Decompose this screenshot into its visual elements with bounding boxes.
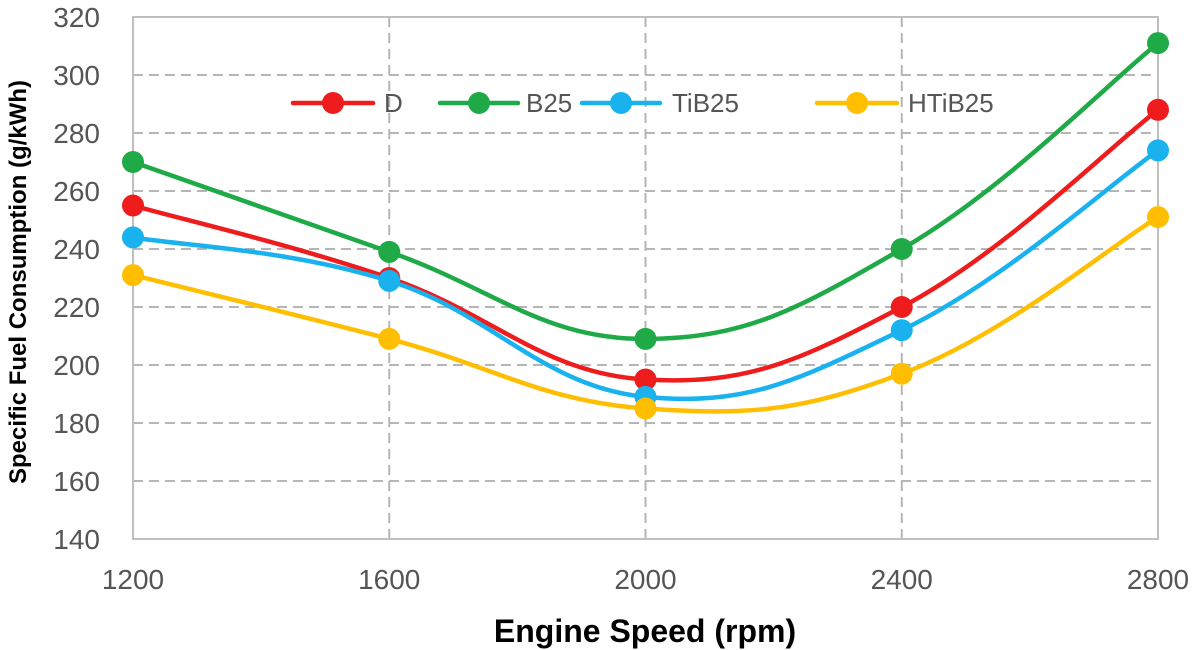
y-tick-label: 140 [53, 524, 100, 555]
x-tick-label: 2400 [871, 564, 933, 595]
x-tick-label: 1600 [358, 564, 420, 595]
data-point [378, 240, 401, 263]
legend-item-b25: B25 [437, 88, 572, 118]
legend: D B25 TiB25 HTiB25 [290, 88, 994, 118]
data-point [1147, 32, 1169, 55]
y-axis-ticks: 140 160 180 200 220 240 260 280 300 320 [53, 2, 100, 555]
data-point [378, 327, 401, 350]
x-tick-label: 2800 [1127, 564, 1189, 595]
y-tick-label: 160 [53, 466, 100, 497]
data-point [634, 327, 657, 350]
data-point [1147, 206, 1169, 229]
data-point [890, 238, 913, 260]
y-tick-label: 220 [53, 292, 100, 323]
legend-item-htib25: HTiB25 [814, 88, 994, 118]
series-group [122, 32, 1169, 420]
data-point [122, 226, 144, 249]
data-point [378, 269, 401, 292]
y-tick-label: 280 [53, 118, 100, 149]
series-b25 [122, 32, 1169, 350]
y-tick-label: 240 [53, 234, 100, 265]
data-point [122, 151, 144, 173]
legend-label: B25 [526, 88, 572, 118]
series-tib25 [122, 139, 1169, 408]
y-tick-label: 180 [53, 408, 100, 439]
data-point [890, 319, 913, 342]
data-point [634, 368, 657, 391]
data-point [1147, 98, 1169, 121]
legend-label: HTiB25 [908, 88, 994, 118]
y-tick-label: 260 [53, 176, 100, 207]
data-point [122, 264, 144, 287]
data-point [890, 362, 913, 385]
x-tick-label: 1200 [102, 564, 164, 595]
legend-marker [468, 92, 490, 114]
x-axis-title: Engine Speed (rpm) [494, 613, 796, 649]
y-tick-label: 320 [53, 2, 100, 33]
x-tick-label: 2000 [614, 564, 676, 595]
data-point [634, 397, 657, 420]
grid [133, 17, 1158, 539]
data-point [122, 194, 144, 217]
x-axis-ticks: 1200 1600 2000 2400 2800 [102, 564, 1189, 595]
data-point [1147, 139, 1169, 162]
legend-marker [322, 92, 344, 114]
legend-marker [610, 92, 632, 114]
legend-marker [846, 92, 868, 114]
legend-item-tib25: TiB25 [579, 88, 739, 118]
y-tick-label: 200 [53, 350, 100, 381]
series-htib25 [122, 206, 1169, 420]
legend-item-d: D [290, 88, 403, 118]
y-tick-label: 300 [53, 60, 100, 91]
legend-label: TiB25 [672, 88, 739, 118]
y-axis-title: Specific Fuel Consumption (g/kWh) [5, 80, 32, 484]
legend-label: D [384, 88, 403, 118]
data-point [890, 296, 913, 318]
